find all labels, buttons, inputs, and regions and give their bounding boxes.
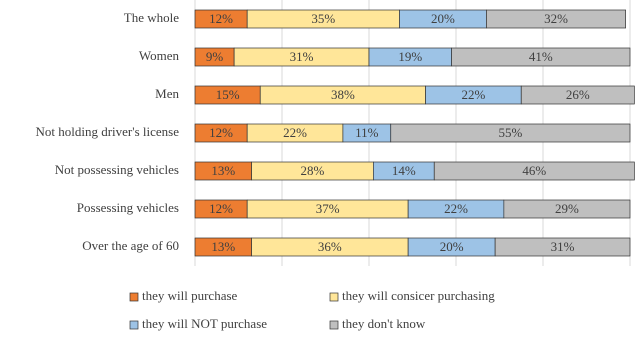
data-label: 36% — [318, 239, 342, 254]
data-label: 20% — [440, 239, 464, 254]
y-tick-label: Possessing vehicles — [77, 200, 179, 215]
y-tick-label: Men — [155, 86, 179, 101]
data-label: 46% — [522, 163, 546, 178]
legend-swatch — [129, 292, 139, 302]
data-label: 22% — [461, 87, 485, 102]
data-label: 9% — [206, 49, 224, 64]
data-label: 13% — [211, 163, 235, 178]
data-label: 28% — [301, 163, 325, 178]
bar-segment — [486, 9, 627, 29]
data-label: 20% — [431, 11, 455, 26]
legend-swatch — [329, 320, 339, 330]
legend-label: they will consicer purchasing — [342, 288, 495, 303]
data-label: 31% — [551, 239, 575, 254]
data-label: 12% — [209, 11, 233, 26]
legend-swatch — [129, 320, 139, 330]
data-label: 38% — [331, 87, 355, 102]
data-label: 11% — [355, 125, 379, 140]
data-label: 12% — [209, 201, 233, 216]
data-label: 15% — [216, 87, 240, 102]
data-label: 31% — [290, 49, 314, 64]
bar-segment — [451, 47, 631, 67]
bar-segment — [520, 85, 635, 105]
data-label: 22% — [444, 201, 468, 216]
y-tick-label: Not possessing vehicles — [55, 162, 179, 177]
y-tick-label: Over the age of 60 — [82, 238, 179, 253]
data-label: 22% — [283, 125, 307, 140]
bar-segment — [503, 199, 631, 219]
bar-segment — [390, 123, 631, 143]
data-label: 14% — [392, 163, 416, 178]
data-label: 12% — [209, 125, 233, 140]
bar-segment — [433, 161, 635, 181]
data-label: 13% — [211, 239, 235, 254]
data-label: 29% — [555, 201, 579, 216]
data-label: 32% — [544, 11, 568, 26]
bar-segment — [494, 237, 631, 257]
legend-label: they don't know — [342, 316, 426, 331]
y-tick-label: The whole — [124, 10, 179, 25]
data-label: 37% — [316, 201, 340, 216]
data-label: 19% — [398, 49, 422, 64]
legend-label: they will purchase — [142, 288, 238, 303]
y-tick-label: Women — [139, 48, 180, 63]
data-label: 35% — [311, 11, 335, 26]
legend-label: they will NOT purchase — [142, 316, 267, 331]
legend-swatch — [329, 292, 339, 302]
data-label: 55% — [498, 125, 522, 140]
y-tick-label: Not holding driver's license — [35, 124, 179, 139]
data-label: 41% — [529, 49, 553, 64]
data-label: 26% — [566, 87, 590, 102]
